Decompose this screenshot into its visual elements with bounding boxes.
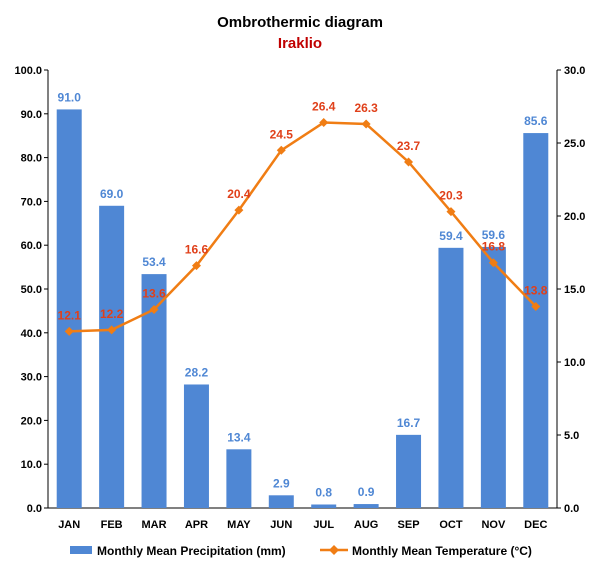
legend-label-temperature: Monthly Mean Temperature (°C): [352, 544, 532, 558]
legend: Monthly Mean Precipitation (mm) Monthly …: [70, 544, 532, 558]
temperature-point: [446, 207, 456, 217]
temperature-point: [149, 304, 159, 314]
precipitation-bar: [353, 504, 379, 508]
temperature-value-label: 16.8: [482, 240, 506, 254]
temperature-value-label: 13.8: [524, 284, 548, 298]
category-label: OCT: [439, 519, 463, 531]
precipitation-labels: 91.0 69.0 53.4 28.2 13.4 2.9 0.8 0.9 16.7 59.4 59.…: [58, 90, 548, 499]
temperature-point: [404, 157, 414, 167]
precipitation-value-label: 0.9: [358, 485, 375, 499]
temperature-point: [361, 119, 371, 129]
temperature-value-label: 12.1: [58, 308, 82, 322]
temperature-point: [276, 145, 286, 155]
temperature-point: [191, 261, 201, 271]
temperature-value-label: 16.6: [185, 243, 209, 257]
precipitation-bar: [480, 246, 506, 508]
temperature-value-label: 20.3: [439, 189, 463, 203]
precipitation-bar: [56, 109, 82, 509]
axes: 0.0 10.0 20.0 30.0 40.0 50.0 60.0 70.0 80.0 90.0 1…: [14, 65, 585, 515]
precipitation-bar: [268, 495, 294, 508]
precipitation-value-label: 85.6: [524, 114, 548, 128]
precipitation-bar: [99, 205, 125, 508]
left-tick-label: 10.0: [21, 459, 42, 471]
right-tick-label: 25.0: [564, 138, 585, 150]
temperature-value-label: 13.6: [142, 286, 166, 300]
legend-swatch-temperature-marker: [329, 545, 339, 555]
left-tick-label: 40.0: [21, 328, 42, 340]
left-tick-label: 60.0: [21, 240, 42, 252]
temperature-labels: 12.1 12.2 13.6 16.6 20.4 24.5 26.4 26.3 23.7 20.3…: [58, 100, 548, 323]
category-label: AUG: [354, 519, 378, 531]
precipitation-value-label: 59.6: [482, 228, 506, 242]
right-tick-label: 15.0: [564, 284, 585, 296]
temperature-value-label: 20.4: [227, 187, 251, 201]
temperature-value-label: 12.2: [100, 307, 124, 321]
temperature-value-label: 26.3: [354, 101, 378, 115]
left-tick-label: 0.0: [27, 503, 42, 515]
temperature-point: [234, 205, 244, 215]
category-label: JUL: [313, 519, 334, 531]
category-labels: JAN FEB MAR APR MAY JUN JUL AUG SEP OCT NOV DEC: [58, 519, 547, 531]
precipitation-value-label: 91.0: [58, 90, 82, 104]
right-tick-label: 10.0: [564, 357, 585, 369]
temperature-value-label: 26.4: [312, 100, 336, 114]
temperature-point: [531, 302, 541, 312]
right-tick-label: 5.0: [564, 430, 579, 442]
precipitation-bar: [311, 504, 337, 508]
category-label: DEC: [524, 519, 547, 531]
category-label: MAR: [142, 519, 167, 531]
category-label: SEP: [398, 519, 420, 531]
precipitation-value-label: 59.4: [439, 229, 463, 243]
temperature-value-label: 23.7: [397, 139, 421, 153]
precipitation-bar: [396, 434, 422, 508]
precipitation-bar: [226, 449, 252, 508]
left-tick-label: 100.0: [14, 65, 42, 77]
right-tick-label: 30.0: [564, 65, 585, 77]
precipitation-value-label: 16.7: [397, 416, 421, 430]
legend-label-precipitation: Monthly Mean Precipitation (mm): [97, 544, 286, 558]
precipitation-value-label: 69.0: [100, 187, 124, 201]
temperature-value-label: 24.5: [270, 127, 294, 141]
temperature-line: [69, 121, 537, 333]
left-tick-label: 50.0: [21, 284, 42, 296]
chart-title: Ombrothermic diagram: [217, 14, 383, 31]
left-tick-label: 30.0: [21, 372, 42, 384]
precipitation-value-label: 28.2: [185, 365, 209, 379]
precipitation-value-label: 13.4: [227, 430, 251, 444]
chart-subtitle: Iraklio: [278, 35, 322, 52]
precipitation-bars: [56, 109, 549, 509]
temperature-line-group: [64, 118, 541, 336]
left-tick-label: 20.0: [21, 415, 42, 427]
left-tick-label: 90.0: [21, 109, 42, 121]
category-label: FEB: [101, 519, 123, 531]
category-label: MAY: [227, 519, 251, 531]
legend-swatch-precipitation: [70, 546, 92, 554]
precipitation-bar: [438, 247, 464, 508]
precipitation-value-label: 53.4: [142, 255, 166, 269]
category-label: APR: [185, 519, 208, 531]
temperature-point: [488, 258, 498, 268]
category-label: NOV: [481, 519, 506, 531]
category-label: JUN: [270, 519, 292, 531]
temperature-point: [64, 326, 74, 336]
left-tick-label: 80.0: [21, 153, 42, 165]
right-tick-label: 20.0: [564, 211, 585, 223]
precipitation-value-label: 0.8: [315, 485, 332, 499]
precipitation-bar: [523, 133, 549, 508]
temperature-point: [319, 118, 329, 128]
right-tick-label: 0.0: [564, 503, 579, 515]
category-label: JAN: [58, 519, 80, 531]
precipitation-value-label: 2.9: [273, 476, 290, 490]
left-tick-label: 70.0: [21, 196, 42, 208]
precipitation-bar: [183, 384, 209, 508]
temperature-point: [107, 325, 117, 335]
